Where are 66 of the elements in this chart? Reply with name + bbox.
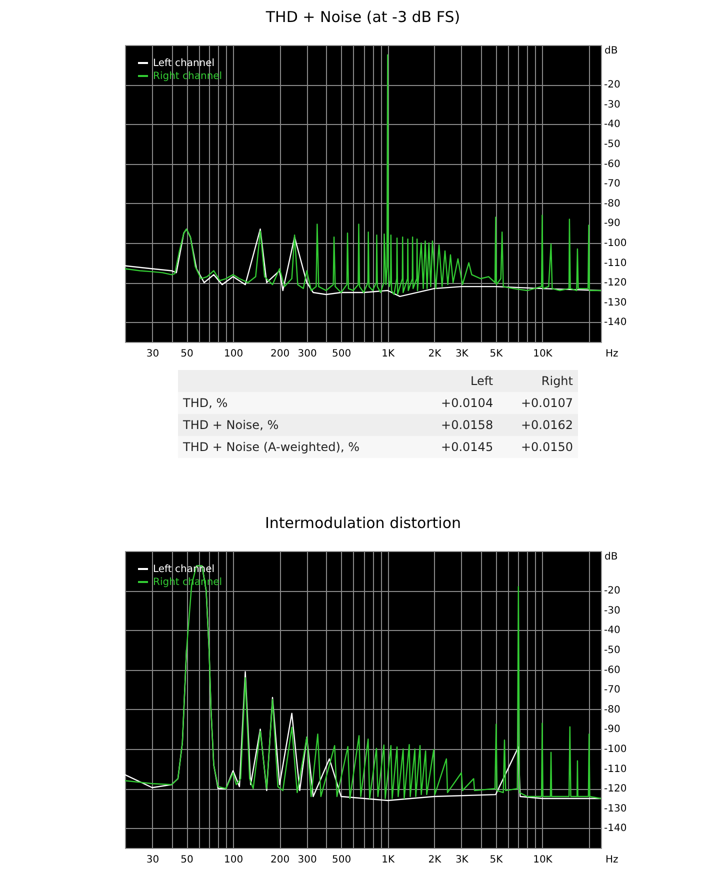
- x-tick-label: 5K: [490, 854, 504, 866]
- y-tick-label: -140: [604, 823, 627, 834]
- x-tick-label: 10K: [533, 348, 553, 360]
- y-tick-label: -30: [604, 99, 620, 110]
- text: +0.0107: [520, 396, 573, 410]
- x-tick-label: 1K: [382, 348, 396, 360]
- x-tick-label: 200: [270, 348, 290, 360]
- y-tick-label: -60: [604, 158, 620, 170]
- y-tick-label: -90: [604, 724, 620, 736]
- x-tick-label: 300: [298, 348, 317, 360]
- text: +0.0150: [520, 440, 573, 454]
- x-tick-label: 100: [224, 348, 244, 360]
- x-tick-label: 200: [270, 854, 290, 866]
- y-tick-label: -110: [604, 258, 627, 269]
- x-axis-title: Hz: [606, 854, 618, 866]
- y-tick-label: -130: [604, 803, 627, 814]
- x-tick-label: 3K: [455, 348, 469, 360]
- chart-title: Intermodulation distortion: [264, 514, 462, 532]
- text: +0.0145: [441, 440, 494, 454]
- x-tick-label: 30: [146, 854, 160, 866]
- y-tick-label: -20: [604, 586, 620, 597]
- x-tick-label: 2K: [428, 854, 442, 866]
- y-tick-label: -50: [604, 645, 620, 656]
- x-tick-label: 3K: [455, 854, 469, 866]
- category-label: Left: [470, 373, 494, 390]
- x-tick-label: 100: [224, 854, 244, 866]
- legend-label: Left channel: [153, 58, 215, 69]
- y-axis-title: dB: [604, 552, 618, 562]
- x-tick-label: 10K: [533, 854, 553, 866]
- y-tick-label: -90: [604, 218, 620, 230]
- y-tick-label: -110: [604, 764, 627, 775]
- category-label: THD + Noise, %: [183, 418, 279, 432]
- y-tick-label: -70: [604, 178, 620, 190]
- x-tick-label: 500: [332, 348, 352, 360]
- text: +0.0104: [441, 396, 494, 410]
- x-tick-label: 300: [298, 854, 317, 866]
- y-tick-label: -40: [604, 119, 620, 130]
- category-label: THD + Noise (A-weighted), %: [183, 440, 360, 454]
- x-tick-label: 30: [146, 348, 160, 360]
- y-axis-title: dB: [604, 46, 618, 56]
- y-tick-label: -40: [604, 625, 620, 636]
- y-tick-label: -80: [604, 198, 620, 210]
- y-tick-label: -70: [604, 684, 620, 696]
- y-tick-label: -30: [604, 605, 620, 616]
- x-tick-label: 2K: [428, 348, 442, 360]
- y-tick-label: -100: [604, 744, 627, 755]
- y-tick-label: -140: [604, 317, 627, 328]
- y-tick-label: -50: [604, 139, 620, 150]
- x-tick-label: 1K: [382, 854, 396, 866]
- x-tick-label: 50: [180, 348, 194, 360]
- y-tick-label: -20: [604, 80, 620, 91]
- category-label: Right: [540, 373, 574, 390]
- x-tick-label: 500: [332, 854, 352, 866]
- text: +0.0162: [520, 418, 573, 432]
- x-tick-label: 50: [180, 854, 194, 866]
- y-tick-label: -100: [604, 238, 627, 249]
- y-tick-label: -80: [604, 704, 620, 716]
- x-axis-title: Hz: [606, 348, 618, 360]
- y-tick-label: -60: [604, 664, 620, 676]
- category-label: THD, %: [183, 396, 228, 410]
- chart-title: THD + Noise (at -3 dB FS): [264, 8, 460, 26]
- y-tick-label: -130: [604, 297, 627, 308]
- y-tick-label: -120: [604, 278, 627, 289]
- y-tick-label: -120: [604, 784, 627, 795]
- x-tick-label: 5K: [490, 348, 504, 360]
- text: +0.0158: [441, 418, 494, 432]
